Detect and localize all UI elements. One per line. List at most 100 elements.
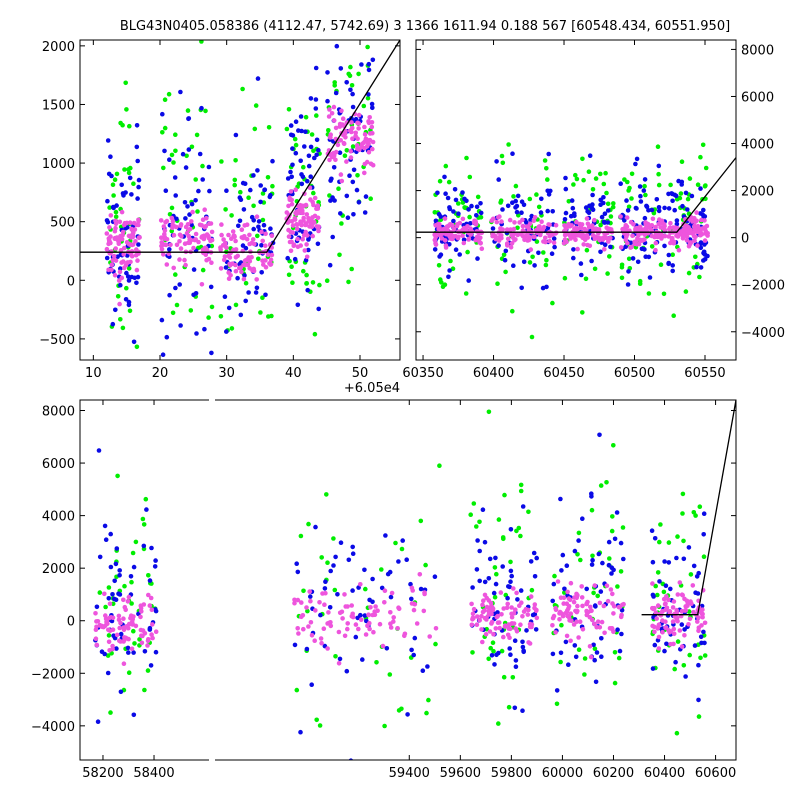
scatter-point-pink bbox=[512, 220, 517, 225]
scatter-point-pink bbox=[600, 235, 606, 241]
scatter-point-blue bbox=[698, 634, 704, 640]
scatter-point-pink bbox=[686, 229, 692, 234]
scatter-point-green bbox=[223, 207, 228, 212]
y-tick-label: 500 bbox=[50, 216, 75, 231]
scatter-point-blue bbox=[597, 432, 602, 438]
scatter-point-blue bbox=[226, 305, 232, 311]
scatter-point-green bbox=[311, 190, 316, 196]
scatter-point-green bbox=[233, 302, 239, 308]
scatter-point-green bbox=[496, 721, 501, 726]
scatter-point-green bbox=[589, 507, 595, 513]
scatter-point-blue bbox=[362, 210, 368, 215]
scatter-point-pink bbox=[362, 132, 368, 137]
scatter-point-pink bbox=[260, 258, 265, 264]
scatter-point-pink bbox=[601, 603, 607, 609]
x-tick-label: 60350 bbox=[402, 366, 443, 381]
scatter-point-pink bbox=[579, 584, 584, 589]
scatter-point-pink bbox=[692, 238, 697, 244]
scatter-points bbox=[93, 409, 708, 760]
scatter-point-green bbox=[446, 179, 452, 185]
scatter-point-pink bbox=[162, 232, 167, 237]
scatter-point-green bbox=[666, 540, 672, 545]
axis-break bbox=[209, 396, 215, 764]
scatter-point-blue bbox=[618, 540, 624, 546]
scatter-point-blue bbox=[113, 561, 119, 567]
scatter-point-pink bbox=[496, 620, 502, 625]
scatter-point-green bbox=[534, 192, 539, 197]
scatter-point-blue bbox=[313, 97, 319, 102]
scatter-point-blue bbox=[512, 638, 518, 643]
scatter-point-pink bbox=[120, 229, 126, 235]
scatter-point-pink bbox=[128, 615, 133, 621]
scatter-point-blue bbox=[259, 270, 265, 275]
scatter-point-pink bbox=[327, 135, 333, 140]
scatter-point-blue bbox=[351, 212, 356, 217]
scatter-point-blue bbox=[521, 649, 526, 655]
scatter-point-pink bbox=[337, 610, 343, 616]
axes-frame bbox=[415, 39, 737, 361]
scatter-point-pink bbox=[555, 579, 561, 584]
scatter-point-green bbox=[337, 252, 342, 258]
scatter-point-pink bbox=[574, 219, 579, 225]
scatter-point-pink bbox=[200, 217, 206, 222]
x-tick-label: 40 bbox=[285, 366, 302, 381]
scatter-point-blue bbox=[642, 247, 647, 252]
scatter-point-pink bbox=[356, 121, 362, 126]
scatter-point-pink bbox=[391, 619, 396, 624]
scatter-point-green bbox=[219, 159, 224, 164]
scatter-point-green bbox=[698, 154, 703, 160]
scatter-point-blue bbox=[305, 178, 310, 184]
scatter-point-green bbox=[598, 483, 604, 488]
scatter-point-green bbox=[450, 266, 456, 272]
scatter-point-blue bbox=[558, 650, 564, 656]
scatter-point-green bbox=[286, 107, 292, 112]
scatter-point-blue bbox=[512, 705, 518, 711]
scatter-point-pink bbox=[642, 230, 648, 236]
scatter-point-green bbox=[171, 160, 176, 165]
scatter-point-pink bbox=[310, 233, 316, 239]
scatter-point-green bbox=[674, 730, 680, 736]
y-tick-label: 4000 bbox=[741, 138, 774, 153]
scatter-point-green bbox=[544, 166, 549, 171]
scatter-point-green bbox=[399, 706, 404, 712]
scatter-point-blue bbox=[110, 321, 116, 327]
scatter-point-green bbox=[609, 528, 615, 534]
scatter-point-blue bbox=[312, 155, 317, 161]
scatter-point-green bbox=[486, 409, 492, 415]
scatter-point-pink bbox=[432, 232, 438, 238]
scatter-point-pink bbox=[547, 238, 552, 244]
scatter-point-pink bbox=[695, 619, 700, 624]
scatter-point-blue bbox=[178, 323, 183, 328]
scatter-point-pink bbox=[532, 215, 538, 220]
scatter-point-blue bbox=[650, 559, 656, 565]
scatter-point-blue bbox=[246, 290, 251, 295]
scatter-point-blue bbox=[652, 536, 658, 541]
scatter-point-blue bbox=[695, 591, 701, 596]
scatter-point-blue bbox=[242, 273, 247, 278]
scatter-point-pink bbox=[577, 619, 583, 624]
scatter-point-green bbox=[508, 559, 513, 565]
scatter-point-pink bbox=[684, 234, 690, 239]
scatter-point-blue bbox=[196, 188, 201, 194]
scatter-point-blue bbox=[508, 579, 513, 584]
scatter-point-blue bbox=[452, 187, 458, 192]
scatter-point-blue bbox=[172, 175, 178, 180]
scatter-point-blue bbox=[262, 187, 267, 193]
scatter-point-blue bbox=[344, 668, 350, 674]
scatter-point-green bbox=[501, 674, 507, 680]
scatter-point-blue bbox=[514, 209, 520, 215]
scatter-point-pink bbox=[325, 621, 330, 626]
scatter-point-pink bbox=[348, 155, 354, 160]
scatter-point-blue bbox=[350, 104, 356, 110]
scatter-point-pink bbox=[602, 630, 607, 636]
scatter-point-blue bbox=[233, 132, 239, 138]
scatter-point-green bbox=[243, 280, 249, 286]
scatter-point-green bbox=[115, 294, 121, 299]
scatter-point-green bbox=[578, 557, 583, 563]
scatter-point-blue bbox=[102, 523, 108, 529]
scatter-point-blue bbox=[144, 507, 149, 512]
scatter-point-blue bbox=[571, 255, 576, 261]
scatter-point-blue bbox=[354, 187, 360, 193]
scatter-point-pink bbox=[469, 601, 474, 607]
scatter-point-green bbox=[270, 183, 275, 189]
